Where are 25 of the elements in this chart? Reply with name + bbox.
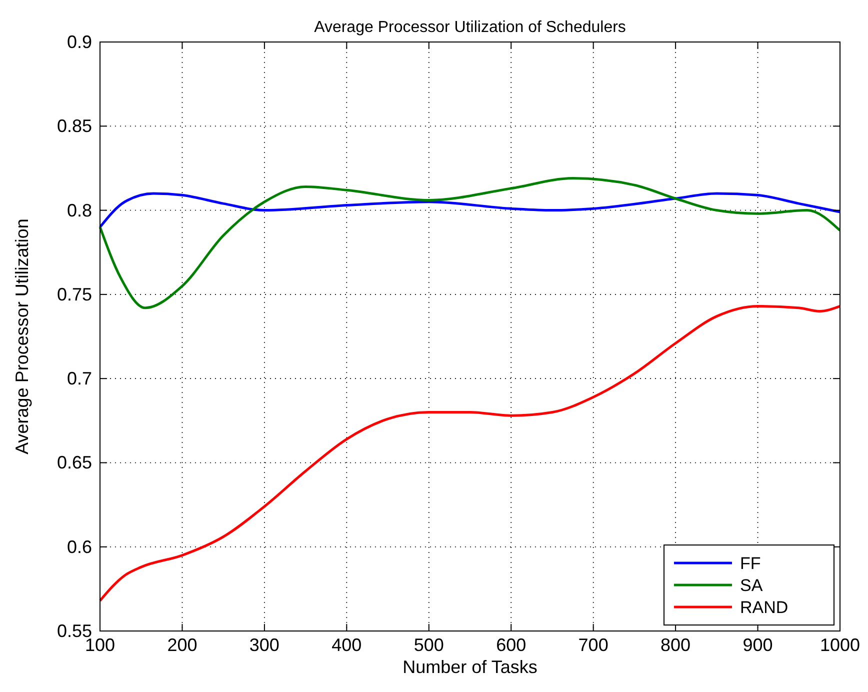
- x-axis-title: Number of Tasks: [402, 657, 538, 677]
- x-tick-label: 1000: [820, 635, 860, 655]
- y-tick-label: 0.85: [56, 116, 92, 136]
- line-series: [98, 177, 842, 310]
- y-tick-label: 0.75: [56, 284, 92, 304]
- x-tick-label: 600: [496, 635, 526, 655]
- chart-title: Average Processor Utilization of Schedulers: [314, 19, 626, 36]
- y-tick-label: 0.7: [66, 368, 92, 389]
- legend-label: FF: [740, 554, 761, 573]
- y-tick-label: 0.65: [56, 452, 92, 473]
- legend-label: RAND: [740, 598, 788, 617]
- x-tick-label: 800: [660, 635, 691, 655]
- x-tick-label: 500: [414, 635, 444, 655]
- x-tick-label: 900: [742, 635, 773, 655]
- x-tick-label: 200: [167, 635, 198, 655]
- y-tick-label: 0.9: [66, 32, 92, 52]
- y-tick-label: 0.6: [66, 536, 92, 557]
- line-series: [98, 304, 842, 602]
- line-series: [98, 192, 842, 228]
- y-tick-label: 0.8: [66, 200, 92, 220]
- y-axis-title: Average Processor Utilization: [12, 218, 32, 454]
- x-tick-label: 700: [578, 635, 608, 655]
- x-tick-label: 300: [249, 635, 280, 655]
- x-tick-label: 400: [332, 635, 362, 655]
- legend-label: SA: [740, 576, 764, 595]
